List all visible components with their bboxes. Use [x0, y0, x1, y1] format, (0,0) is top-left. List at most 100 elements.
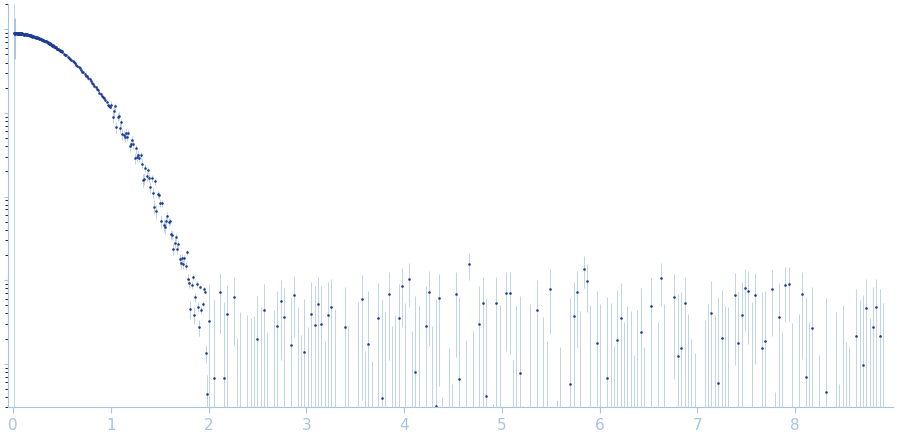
Point — [472, 320, 486, 327]
Point — [30, 35, 45, 42]
Point — [193, 283, 207, 290]
Point — [20, 31, 34, 38]
Point — [48, 43, 62, 50]
Point — [86, 81, 100, 88]
Point — [98, 97, 112, 104]
Point — [9, 30, 23, 37]
Point — [21, 31, 35, 38]
Point — [570, 289, 584, 296]
Point — [422, 288, 436, 295]
Point — [590, 340, 605, 347]
Point — [34, 36, 48, 43]
Point — [10, 30, 24, 37]
Point — [126, 141, 141, 148]
Point — [46, 42, 60, 49]
Point — [27, 33, 41, 40]
Point — [54, 48, 68, 55]
Point — [24, 33, 39, 40]
Point — [13, 30, 27, 37]
Point — [181, 275, 196, 282]
Point — [38, 38, 52, 45]
Point — [85, 79, 100, 86]
Point — [448, 291, 463, 298]
Point — [45, 42, 59, 49]
Point — [26, 33, 40, 40]
Point — [165, 232, 179, 239]
Point — [213, 288, 228, 295]
Point — [462, 260, 476, 267]
Point — [137, 175, 152, 182]
Point — [8, 31, 22, 38]
Point — [11, 30, 25, 37]
Point — [30, 35, 44, 42]
Point — [49, 44, 64, 51]
Point — [131, 151, 145, 158]
Point — [202, 318, 216, 325]
Point — [324, 303, 338, 310]
Point — [8, 30, 22, 37]
Point — [40, 39, 55, 46]
Point — [291, 406, 305, 413]
Point — [308, 322, 322, 329]
Point — [48, 43, 63, 50]
Point — [66, 59, 81, 66]
Point — [220, 310, 234, 317]
Point — [81, 75, 95, 82]
Point — [257, 306, 271, 313]
Point — [102, 102, 117, 109]
Point — [63, 55, 77, 62]
Point — [852, 425, 867, 432]
Point — [11, 29, 25, 36]
Point — [190, 303, 205, 310]
Point — [152, 192, 166, 199]
Point — [765, 286, 779, 293]
Point — [44, 41, 58, 48]
Point — [9, 30, 23, 37]
Point — [35, 36, 49, 43]
Point — [489, 300, 503, 307]
Point — [92, 89, 107, 96]
Point — [727, 292, 742, 299]
Point — [55, 49, 69, 55]
Point — [196, 286, 211, 293]
Point — [166, 245, 180, 252]
Point — [169, 234, 183, 241]
Point — [731, 339, 745, 346]
Point — [198, 288, 213, 295]
Point — [361, 341, 376, 348]
Point — [138, 164, 152, 171]
Point — [161, 212, 175, 219]
Point — [13, 30, 28, 37]
Point — [375, 395, 389, 402]
Point — [13, 31, 27, 38]
Point — [479, 392, 493, 399]
Point — [277, 313, 292, 320]
Point — [371, 315, 386, 322]
Point — [144, 175, 159, 182]
Point — [819, 388, 833, 395]
Point — [297, 348, 311, 355]
Point — [8, 30, 22, 37]
Point — [89, 83, 103, 90]
Point — [270, 323, 284, 329]
Point — [41, 40, 56, 47]
Point — [155, 200, 170, 207]
Point — [121, 130, 135, 137]
Point — [321, 312, 335, 319]
Point — [206, 375, 221, 382]
Point — [16, 31, 30, 38]
Point — [53, 47, 67, 54]
Point — [795, 291, 809, 298]
Point — [110, 113, 125, 120]
Point — [10, 30, 24, 37]
Point — [806, 324, 820, 331]
Point — [36, 37, 50, 44]
Point — [283, 341, 298, 348]
Point — [114, 119, 128, 126]
Point — [866, 324, 880, 331]
Point — [859, 305, 874, 312]
Point — [109, 123, 124, 130]
Point — [179, 263, 193, 270]
Point — [644, 303, 658, 310]
Point — [13, 30, 28, 37]
